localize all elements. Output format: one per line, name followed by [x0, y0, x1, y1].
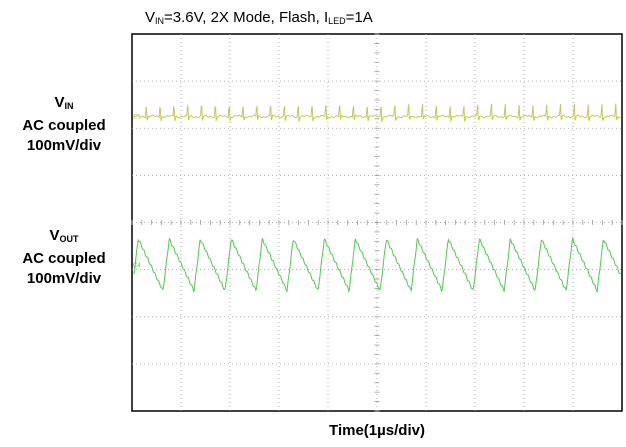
vout-coupling: AC coupled: [22, 250, 106, 267]
chart-title: VIN=3.6V, 2X Mode, Flash, ILED=1A: [145, 9, 373, 26]
vout-marker-label: C4: [133, 263, 141, 269]
plot-grid: [131, 33, 623, 412]
title-v-subscript: IN: [155, 16, 165, 26]
title-part2: =1A: [345, 9, 373, 26]
vout-subscript: OUT: [59, 234, 79, 244]
vout-scale: 100mV/div: [26, 270, 102, 287]
vin-marker-label: C1: [133, 114, 141, 120]
title-v-symbol: V: [145, 9, 156, 26]
title-i-subscript: LED: [328, 16, 346, 26]
vin-symbol: V: [54, 94, 65, 111]
vout-channel-label: VOUT AC coupled 100mV/div: [0, 226, 128, 289]
vin-coupling: AC coupled: [22, 117, 106, 134]
vout-symbol: V: [49, 227, 60, 244]
title-part1: =3.6V, 2X Mode, Flash, I: [164, 9, 329, 26]
vin-scale: 100mV/div: [26, 137, 102, 154]
vout-trace: [133, 236, 621, 294]
x-axis-label: Time(1µs/div): [329, 422, 425, 439]
vin-subscript: IN: [64, 101, 74, 111]
vin-channel-label: VIN AC coupled 100mV/div: [0, 93, 128, 156]
vin-trace: [133, 103, 621, 123]
